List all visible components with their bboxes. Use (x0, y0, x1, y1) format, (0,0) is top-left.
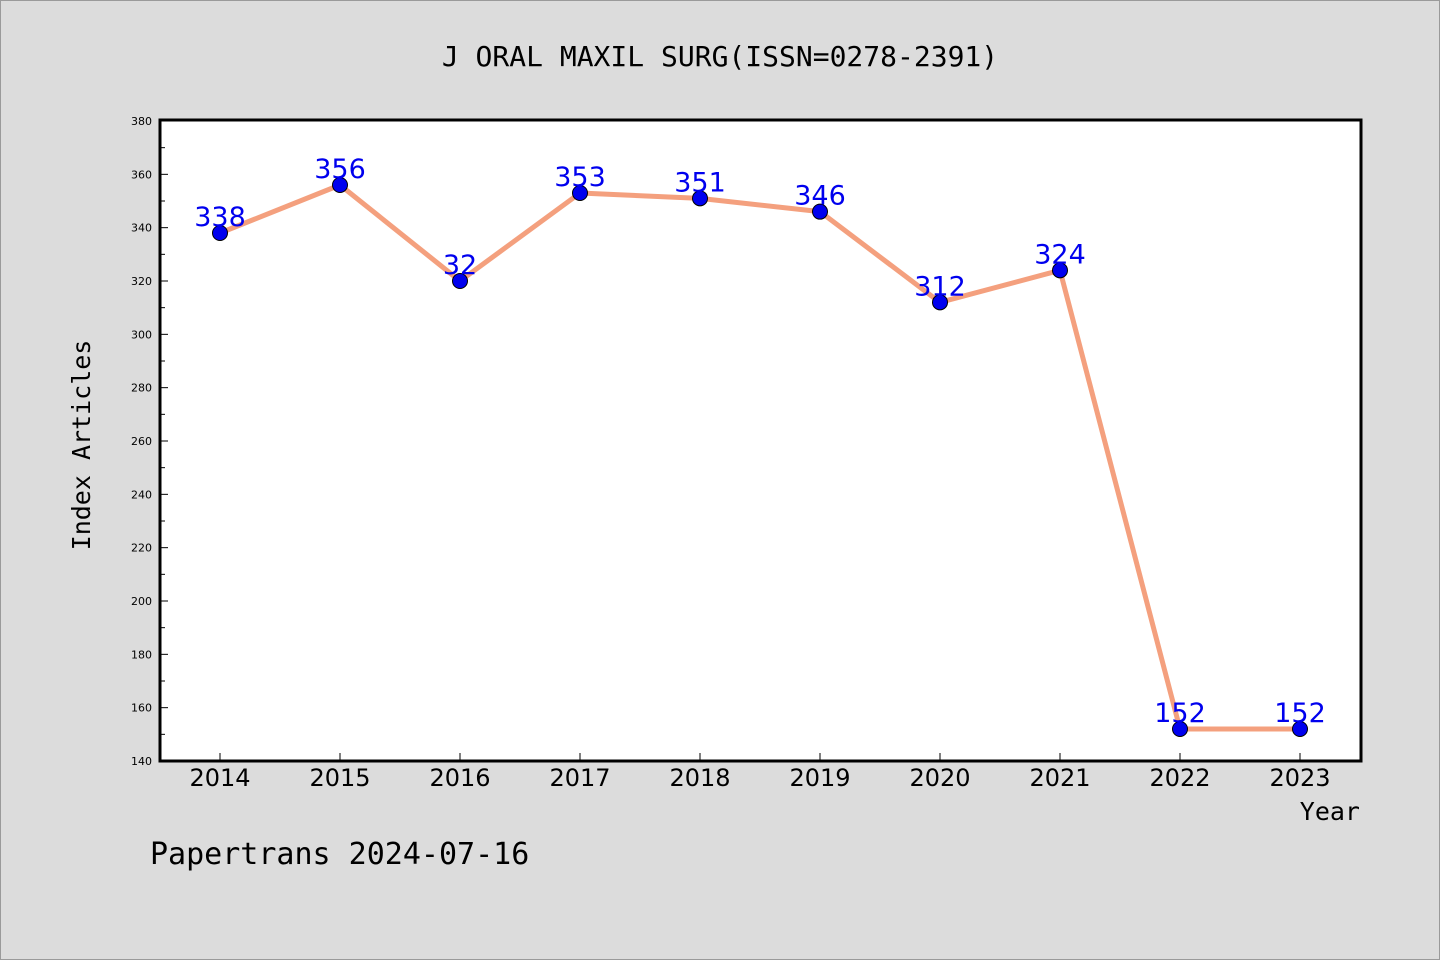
x-tick-label: 2017 (549, 764, 610, 792)
y-tick-label: 360 (131, 168, 152, 181)
y-tick-label: 280 (131, 382, 152, 395)
data-point (1172, 721, 1188, 737)
y-tick-label: 220 (131, 542, 152, 555)
data-point (332, 177, 348, 193)
y-tick-label: 140 (131, 755, 152, 768)
footer-credit: Papertrans 2024-07-16 (150, 837, 529, 872)
plot-area (158, 118, 1363, 763)
data-point (212, 225, 228, 241)
x-tick-label: 2015 (309, 764, 370, 792)
data-labels: 338 356 32 353 351 346 312 324 152 152 (194, 154, 1326, 729)
y-tick-label: 380 (131, 115, 152, 128)
data-label: 338 (194, 202, 246, 233)
data-label: 351 (674, 167, 726, 198)
data-label: 356 (314, 154, 366, 185)
x-tick-label: 2016 (429, 764, 490, 792)
data-point (692, 190, 708, 207)
x-tick-label: 2019 (789, 764, 850, 792)
data-point (812, 203, 828, 220)
data-point (932, 294, 948, 311)
data-label: 152 (1154, 698, 1206, 729)
chart-title: J ORAL MAXIL SURG(ISSN=0278-2391) (442, 40, 998, 73)
x-tick-label: 2020 (909, 764, 970, 792)
data-point (452, 273, 468, 289)
y-tick-label: 300 (131, 328, 152, 341)
y-tick-label: 240 (131, 488, 152, 501)
data-label: 346 (794, 181, 846, 212)
y-axis: 140 160 180 200 220 240 260 280 300 320 340 360 380 (131, 115, 168, 768)
data-label: 152 (1274, 698, 1326, 729)
y-tick-label: 320 (131, 275, 152, 288)
data-point (572, 185, 588, 201)
y-tick-label: 160 (131, 702, 152, 715)
data-point (1292, 721, 1308, 737)
y-tick-label: 200 (131, 595, 152, 608)
y-tick-label: 180 (131, 648, 152, 661)
data-label: 324 (1034, 239, 1086, 270)
data-label: 32 (443, 250, 477, 281)
y-axis-label: Index Articles (67, 340, 96, 551)
y-tick-label: 260 (131, 435, 152, 448)
x-tick-label: 2021 (1029, 764, 1090, 792)
data-label: 312 (914, 271, 966, 302)
data-markers (212, 177, 1308, 737)
y-tick-label: 340 (131, 222, 152, 235)
x-tick-label: 2018 (669, 764, 730, 792)
x-axis: 2014 2015 2016 2017 2018 2019 2020 2021 2022 2023 (189, 753, 1331, 792)
x-tick-label: 2014 (189, 764, 250, 792)
data-label: 353 (554, 162, 606, 193)
data-point (1052, 262, 1068, 279)
series-line (219, 182, 1300, 732)
x-axis-label: Year (1300, 797, 1360, 826)
x-tick-label: 2022 (1149, 764, 1210, 792)
x-tick-label: 2023 (1269, 764, 1330, 792)
